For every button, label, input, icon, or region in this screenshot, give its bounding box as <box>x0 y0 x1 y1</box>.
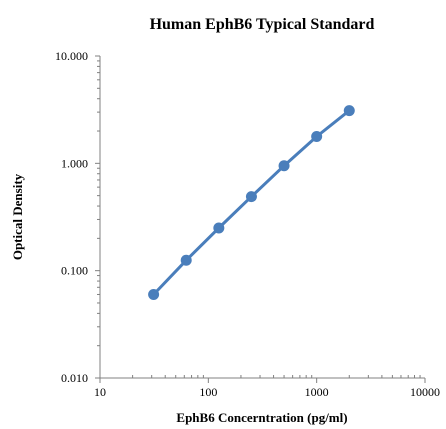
x-tick-label: 1000 <box>305 385 329 399</box>
chart-title: Human EphB6 Typical Standard <box>150 16 375 33</box>
y-axis-label: Optical Density <box>10 173 25 260</box>
series-group <box>148 105 355 300</box>
data-point <box>343 105 355 117</box>
data-point <box>180 254 192 266</box>
tick-labels: 0.010 0.100 1.000 10.000 10 100 1000 10000 <box>55 49 440 399</box>
y-tick-label: 0.100 <box>61 264 88 278</box>
x-tick-label: 10 <box>94 385 106 399</box>
axes <box>99 56 425 379</box>
x-tick-label: 100 <box>199 385 217 399</box>
y-tick-label: 0.010 <box>61 371 88 385</box>
data-point <box>213 222 225 234</box>
data-point <box>278 160 290 172</box>
data-point <box>311 130 323 142</box>
y-tick-label: 1.000 <box>61 156 88 170</box>
x-tick-label: 10000 <box>410 385 440 399</box>
y-tick-label: 10.000 <box>55 49 88 63</box>
data-point <box>148 288 160 300</box>
tick-marks <box>95 55 426 383</box>
data-point <box>245 191 257 203</box>
x-axis-label: EphB6 Concerntration (pg/ml) <box>176 410 347 425</box>
